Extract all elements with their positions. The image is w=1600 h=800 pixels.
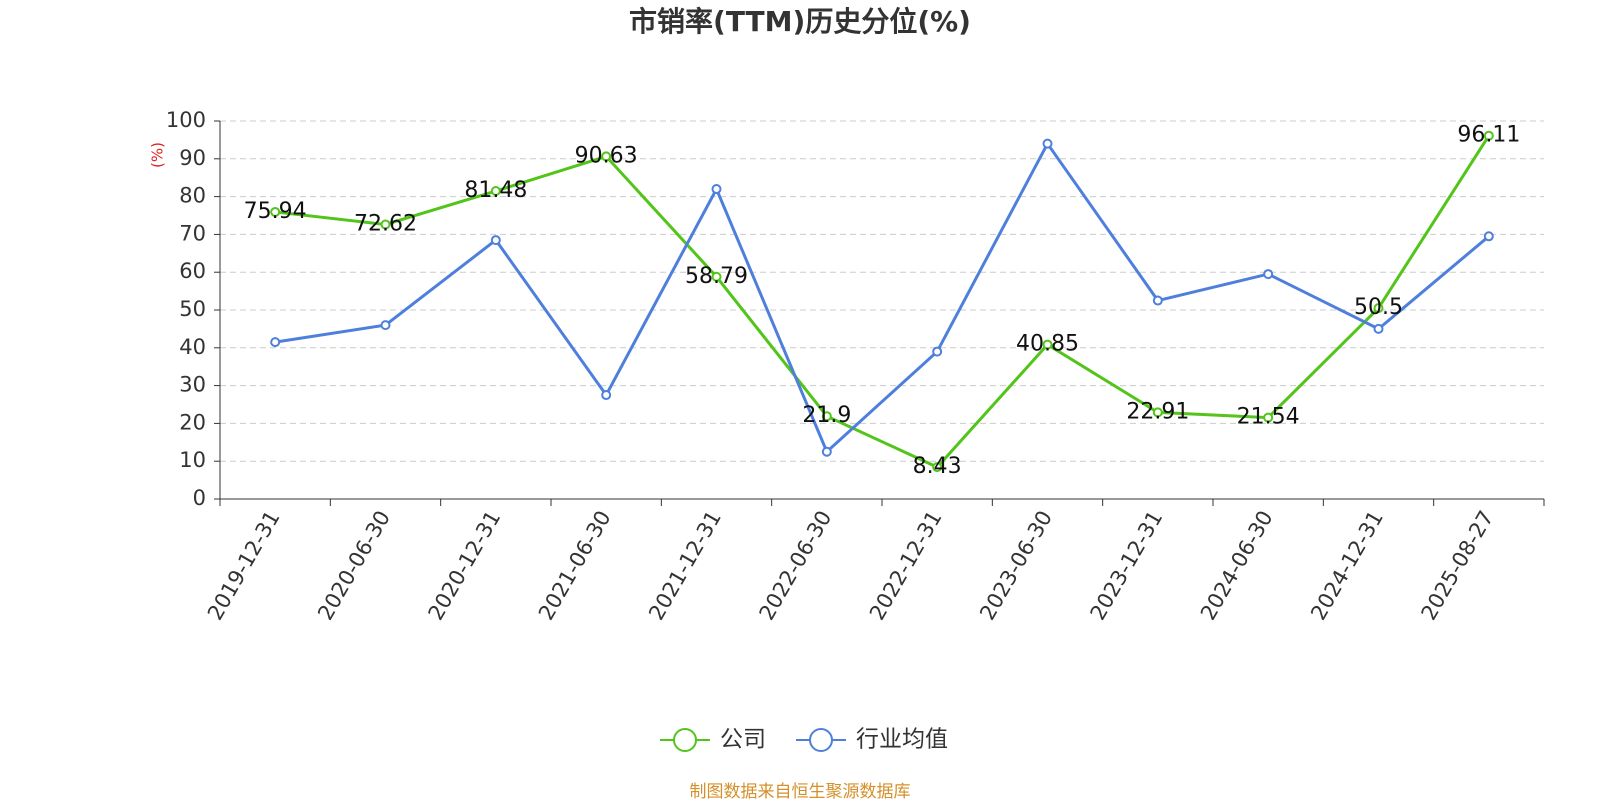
y-tick-label: 40: [179, 335, 206, 359]
data-label: 90.63: [575, 143, 638, 168]
data-point: [932, 462, 943, 473]
x-tick-label: 2020-12-31: [424, 507, 506, 625]
series-line: [274, 140, 1490, 455]
data-point: [1263, 412, 1274, 423]
data-point: [711, 271, 722, 282]
data-point: [270, 206, 281, 217]
data-label: 40.85: [1016, 332, 1079, 357]
data-point: [1042, 339, 1053, 350]
data-label: 22.91: [1126, 399, 1189, 424]
x-tick-label: 2023-06-30: [975, 507, 1057, 625]
y-tick-label: 30: [179, 373, 206, 397]
data-point: [380, 219, 391, 230]
data-label: 58.79: [685, 264, 748, 289]
data-point: [1373, 303, 1384, 314]
y-tick-label: 20: [179, 410, 206, 434]
chart-title: 市销率(TTM)历史分位(%): [629, 5, 971, 38]
data-point: [1373, 323, 1384, 334]
data-label: 75.94: [244, 199, 307, 224]
legend-marker: [673, 728, 697, 752]
data-point: [1152, 295, 1163, 306]
legend-marker: [809, 728, 833, 752]
series-line: [274, 134, 1491, 469]
data-point: [1263, 269, 1274, 280]
data-point: [1483, 231, 1494, 242]
x-tick-label: 2021-06-30: [534, 507, 616, 625]
y-tick-label: 100: [166, 108, 206, 132]
y-axis-label: (%): [149, 142, 167, 168]
y-tick-label: 70: [179, 221, 206, 245]
data-point: [1483, 130, 1494, 141]
x-tick-label: 2022-12-31: [865, 507, 947, 625]
y-tick-label: 10: [179, 448, 206, 472]
source-note: 制图数据来自恒生聚源数据库: [690, 782, 911, 800]
data-label: 81.48: [464, 178, 527, 203]
data-point: [270, 337, 281, 348]
data-point: [1042, 138, 1053, 149]
data-label: 8.43: [913, 454, 962, 479]
legend-label: 行业均值: [856, 727, 948, 753]
y-tick-label: 60: [179, 259, 206, 283]
y-tick-label: 0: [193, 486, 206, 510]
x-tick-label: 2024-12-31: [1306, 507, 1388, 625]
x-tick-label: 2025-08-27: [1417, 507, 1499, 625]
data-point: [821, 446, 832, 457]
y-tick-label: 50: [179, 297, 206, 321]
x-tick-label: 2019-12-31: [203, 507, 285, 625]
x-tick-label: 2023-12-31: [1086, 507, 1168, 625]
data-point: [932, 346, 943, 357]
data-label: 96.11: [1457, 123, 1520, 148]
data-label: 72.62: [354, 211, 417, 236]
y-tick-label: 80: [179, 184, 206, 208]
x-tick-label: 2022-06-30: [755, 507, 837, 625]
data-point: [490, 235, 501, 246]
y-tick-label: 90: [179, 146, 206, 170]
data-label: 21.9: [802, 403, 851, 428]
data-point: [821, 411, 832, 422]
data-point: [380, 320, 391, 331]
data-label: 21.54: [1237, 405, 1300, 430]
data-point: [711, 184, 722, 195]
data-point: [490, 186, 501, 197]
data-label: 50.5: [1354, 295, 1403, 320]
data-point: [601, 390, 612, 401]
x-tick-label: 2021-12-31: [644, 507, 726, 625]
data-point: [601, 151, 612, 162]
x-tick-label: 2024-06-30: [1196, 507, 1278, 625]
x-tick-label: 2020-06-30: [313, 507, 395, 625]
legend-label: 公司: [720, 727, 766, 753]
data-point: [1152, 407, 1163, 418]
